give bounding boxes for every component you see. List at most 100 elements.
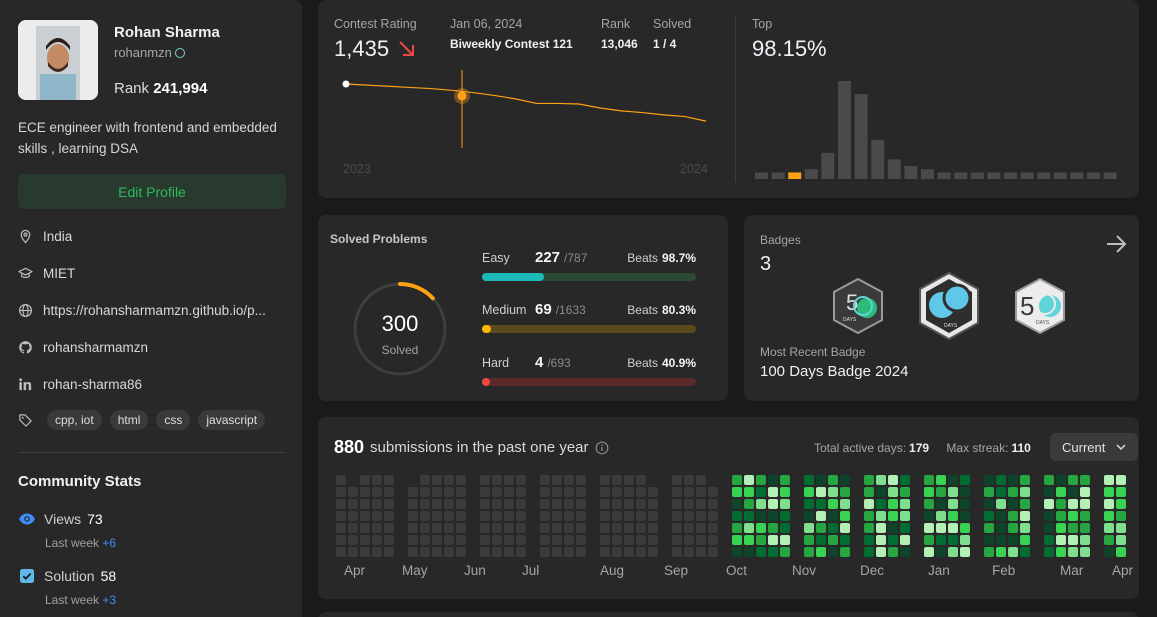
linkedin-link[interactable]: rohan-sharma86 bbox=[43, 376, 143, 392]
heatmap-cell[interactable] bbox=[1008, 511, 1018, 521]
heatmap-cell[interactable] bbox=[888, 523, 898, 533]
heatmap-cell[interactable] bbox=[552, 523, 562, 533]
heatmap-cell[interactable] bbox=[444, 547, 454, 557]
heatmap-cell[interactable] bbox=[984, 499, 994, 509]
heatmap-cell[interactable] bbox=[948, 535, 958, 545]
heatmap-cell[interactable] bbox=[696, 487, 706, 497]
heatmap-cell[interactable] bbox=[996, 523, 1006, 533]
heatmap-cell[interactable] bbox=[876, 487, 886, 497]
heatmap-cell[interactable] bbox=[996, 535, 1006, 545]
heatmap-cell[interactable] bbox=[1020, 475, 1030, 485]
heatmap-cell[interactable] bbox=[756, 487, 766, 497]
linkedin-row[interactable]: rohan-sharma86 bbox=[18, 374, 290, 394]
heatmap-cell[interactable] bbox=[420, 523, 430, 533]
heatmap-cell[interactable] bbox=[600, 547, 610, 557]
heatmap-cell[interactable] bbox=[672, 535, 682, 545]
heatmap-cell[interactable] bbox=[960, 475, 970, 485]
heatmap-cell[interactable] bbox=[948, 511, 958, 521]
heatmap-cell[interactable] bbox=[492, 475, 502, 485]
badge-50-days-2[interactable]: 5 DAYS bbox=[1012, 277, 1068, 335]
heatmap-cell[interactable] bbox=[552, 511, 562, 521]
heatmap-cell[interactable] bbox=[696, 523, 706, 533]
heatmap-cell[interactable] bbox=[1056, 523, 1066, 533]
heatmap-cell[interactable] bbox=[444, 523, 454, 533]
heatmap-cell[interactable] bbox=[1068, 499, 1078, 509]
heatmap-cell[interactable] bbox=[612, 499, 622, 509]
heatmap-cell[interactable] bbox=[348, 535, 358, 545]
heatmap-cell[interactable] bbox=[624, 535, 634, 545]
heatmap-cell[interactable] bbox=[984, 547, 994, 557]
heatmap-cell[interactable] bbox=[576, 523, 586, 533]
heatmap-cell[interactable] bbox=[504, 487, 514, 497]
heatmap-cell[interactable] bbox=[804, 499, 814, 509]
heatmap-cell[interactable] bbox=[732, 523, 742, 533]
heatmap-cell[interactable] bbox=[408, 523, 418, 533]
heatmap-cell[interactable] bbox=[492, 523, 502, 533]
heatmap-cell[interactable] bbox=[456, 547, 466, 557]
heatmap-cell[interactable] bbox=[360, 535, 370, 545]
heatmap-cell[interactable] bbox=[456, 535, 466, 545]
heatmap-cell[interactable] bbox=[648, 535, 658, 545]
heatmap-cell[interactable] bbox=[456, 499, 466, 509]
heatmap-cell[interactable] bbox=[924, 475, 934, 485]
heatmap-cell[interactable] bbox=[360, 511, 370, 521]
heatmap-cell[interactable] bbox=[684, 499, 694, 509]
heatmap-cell[interactable] bbox=[828, 535, 838, 545]
heatmap-cell[interactable] bbox=[348, 499, 358, 509]
heatmap-cell[interactable] bbox=[804, 487, 814, 497]
heatmap-cell[interactable] bbox=[552, 547, 562, 557]
heatmap-cell[interactable] bbox=[552, 487, 562, 497]
heatmap-cell[interactable] bbox=[564, 547, 574, 557]
heatmap-cell[interactable] bbox=[516, 475, 526, 485]
badge-100-days-2024[interactable]: DAYS bbox=[916, 271, 982, 341]
heatmap-cell[interactable] bbox=[696, 547, 706, 557]
heatmap-cell[interactable] bbox=[1116, 547, 1126, 557]
heatmap-cell[interactable] bbox=[828, 499, 838, 509]
heatmap-cell[interactable] bbox=[1116, 523, 1126, 533]
heatmap-cell[interactable] bbox=[1080, 487, 1090, 497]
heatmap-cell[interactable] bbox=[456, 475, 466, 485]
heatmap-cell[interactable] bbox=[600, 535, 610, 545]
heatmap-cell[interactable] bbox=[1020, 523, 1030, 533]
heatmap-cell[interactable] bbox=[564, 499, 574, 509]
heatmap-cell[interactable] bbox=[372, 523, 382, 533]
heatmap-cell[interactable] bbox=[756, 499, 766, 509]
heatmap-cell[interactable] bbox=[564, 487, 574, 497]
heatmap-cell[interactable] bbox=[576, 535, 586, 545]
heatmap-cell[interactable] bbox=[876, 475, 886, 485]
heatmap-cell[interactable] bbox=[540, 499, 550, 509]
heatmap-cell[interactable] bbox=[540, 475, 550, 485]
heatmap-cell[interactable] bbox=[456, 511, 466, 521]
heatmap-cell[interactable] bbox=[384, 487, 394, 497]
heatmap-cell[interactable] bbox=[1068, 523, 1078, 533]
heatmap-cell[interactable] bbox=[336, 511, 346, 521]
heatmap-cell[interactable] bbox=[876, 547, 886, 557]
heatmap-cell[interactable] bbox=[888, 535, 898, 545]
heatmap-cell[interactable] bbox=[576, 475, 586, 485]
heatmap-cell[interactable] bbox=[684, 523, 694, 533]
heatmap-cell[interactable] bbox=[564, 475, 574, 485]
heatmap-cell[interactable] bbox=[696, 535, 706, 545]
heatmap-cell[interactable] bbox=[372, 535, 382, 545]
heatmap-cell[interactable] bbox=[672, 499, 682, 509]
heatmap-cell[interactable] bbox=[576, 511, 586, 521]
heatmap-cell[interactable] bbox=[516, 523, 526, 533]
heatmap-cell[interactable] bbox=[516, 499, 526, 509]
heatmap-cell[interactable] bbox=[1080, 535, 1090, 545]
heatmap-cell[interactable] bbox=[480, 523, 490, 533]
heatmap-cell[interactable] bbox=[888, 487, 898, 497]
heatmap-cell[interactable] bbox=[624, 487, 634, 497]
heatmap-cell[interactable] bbox=[1056, 511, 1066, 521]
heatmap-cell[interactable] bbox=[828, 547, 838, 557]
heatmap-cell[interactable] bbox=[840, 475, 850, 485]
heatmap-cell[interactable] bbox=[708, 511, 718, 521]
heatmap-cell[interactable] bbox=[996, 511, 1006, 521]
heatmap-cell[interactable] bbox=[1080, 475, 1090, 485]
heatmap-cell[interactable] bbox=[768, 475, 778, 485]
heatmap-cell[interactable] bbox=[504, 499, 514, 509]
heatmap-cell[interactable] bbox=[1068, 487, 1078, 497]
heatmap-cell[interactable] bbox=[564, 535, 574, 545]
heatmap-cell[interactable] bbox=[804, 547, 814, 557]
heatmap-cell[interactable] bbox=[432, 487, 442, 497]
heatmap-cell[interactable] bbox=[360, 523, 370, 533]
